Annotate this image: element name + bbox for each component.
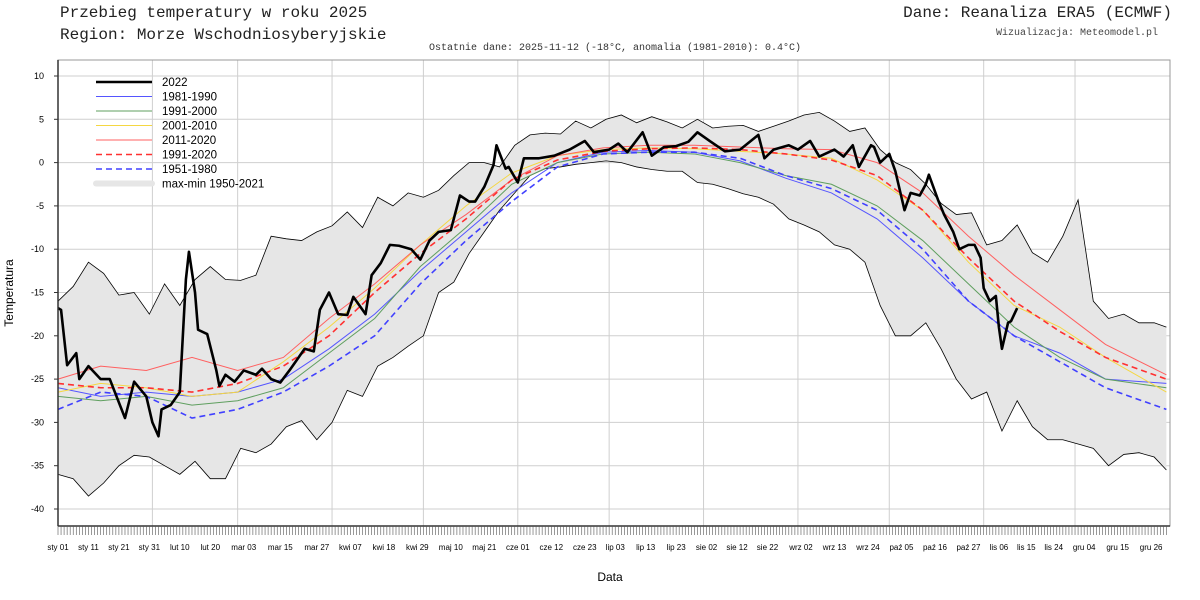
y-tick-label: 10 [34,71,44,81]
legend: 2022 1981-1990 1991-2000 2001-2010 2011-2020… [93,77,264,191]
y-tick-label: -20 [31,331,44,341]
y-tick-label: -40 [31,504,44,514]
y-tick-label: -5 [36,201,44,211]
x-tick-label: lut 20 [200,543,220,552]
x-axis-label: Data [597,570,623,584]
x-tick-label: maj 10 [439,543,464,552]
x-tick-label: kwi 18 [372,543,395,552]
y-tick-label: -15 [31,288,44,298]
x-tick-label: sie 02 [696,543,718,552]
legend-label: 2011-2020 [162,135,216,147]
x-tick-label: cze 12 [540,543,564,552]
x-tick-label: kwi 29 [406,543,429,552]
x-tick-label: wrz 02 [788,543,813,552]
x-tick-label: gru 26 [1140,543,1163,552]
y-tick-label: -35 [31,461,44,471]
series-line-2011-2020 [57,144,1167,380]
y-tick-label: 5 [39,114,44,124]
x-tick-label: wrz 24 [855,543,880,552]
legend-label: 2001-2010 [162,121,217,133]
y-tick-label: -30 [31,417,44,427]
series-lines [57,130,1167,438]
legend-label: 1951-1980 [162,164,217,176]
x-tick-label: paź 16 [923,543,948,552]
x-tick-label: paź 27 [956,543,981,552]
legend-label: max-min 1950-2021 [162,179,264,191]
x-tick-label: lis 24 [1044,543,1063,552]
legend-label: 1991-2000 [162,106,217,118]
x-tick-label: lis 15 [1017,543,1036,552]
x-tick-label: sie 22 [757,543,779,552]
max-min-band [58,112,1167,497]
x-tick-label: cze 01 [506,543,530,552]
series-line-1951-1980 [57,151,1167,419]
x-tick-label: sty 21 [108,543,130,552]
max-line [57,111,1167,328]
axes: 10 5 0 -5 -10 -15 -20 -25 -30 -35 -40 sty 01 sty 11 s… [31,59,1171,552]
y-axis-label: Temperatura [2,259,16,327]
legend-label: 1991-2020 [162,150,217,162]
legend-label: 2022 [162,77,188,89]
x-tick-label: sty 31 [139,543,161,552]
x-tick-label: sty 11 [78,543,99,552]
x-tick-label: sie 12 [726,543,748,552]
x-tick-label: mar 15 [268,543,293,552]
x-tick-label: mar 03 [231,543,256,552]
y-tick-label: -10 [31,244,44,254]
x-tick-label: lip 13 [636,543,656,552]
x-tick-label: mar 27 [304,543,329,552]
legend-label: 1981-1990 [162,92,217,104]
min-line [57,160,1167,497]
envelope [57,111,1167,497]
x-tick-label: paź 05 [889,543,914,552]
data-source: Dane: Reanaliza ERA5 (ECMWF) [903,4,1172,22]
x-tick-label: wrz 13 [822,543,847,552]
chart-region: Region: Morze Wschodniosyberyjskie [60,26,387,44]
x-tick-label: maj 21 [472,543,497,552]
latest-data-note: Ostatnie dane: 2025-11-12 (-18°C, anomal… [428,43,802,54]
y-tick-label: 0 [39,158,44,168]
x-tick-label: sty 01 [47,543,69,552]
x-tick-label: lip 03 [606,543,626,552]
x-tick-label: lut 10 [170,543,190,552]
x-tick-label: kwi 07 [339,543,362,552]
chart-title: Przebieg temperatury w roku 2025 [60,4,368,22]
x-tick-label: gru 15 [1106,543,1129,552]
x-tick-label: lis 06 [990,543,1009,552]
y-tick-label: -25 [31,374,44,384]
x-tick-label: cze 23 [573,543,597,552]
x-tick-label: lip 23 [667,543,687,552]
visualization-credit: Wizualizacja: Meteomodel.pl [995,28,1158,39]
x-tick-label: gru 04 [1073,543,1096,552]
series-line-2022 [57,130,1019,438]
